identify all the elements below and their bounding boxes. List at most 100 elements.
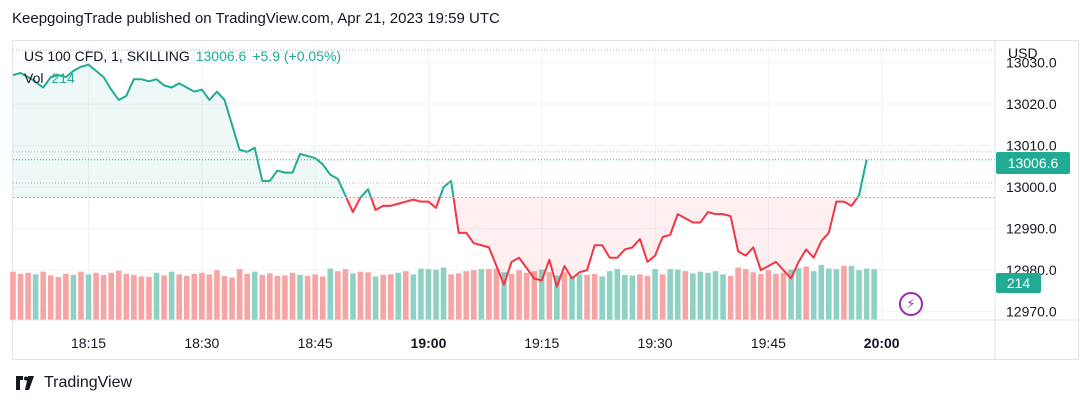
volume-bar (478, 269, 485, 320)
volume-label[interactable]: Vol (24, 70, 44, 86)
volume-bar (750, 272, 757, 320)
price-line-up (856, 159, 868, 199)
volume-bar (312, 274, 318, 320)
price-line-down (452, 196, 859, 288)
last-price: 13006.6 (195, 48, 247, 64)
volume-bar (637, 274, 643, 320)
area-above-baseline (439, 180, 454, 198)
volume-bar (267, 273, 273, 320)
volume-bar (85, 274, 92, 320)
price-line-up (438, 179, 455, 198)
volume-bar (100, 274, 107, 320)
volume-bar (387, 274, 394, 320)
volume-bar (523, 272, 530, 320)
volume-bar (199, 272, 205, 320)
volume-bar (40, 271, 47, 320)
price-line-down (370, 197, 441, 211)
area-below-baseline (346, 197, 361, 213)
x-tick-label: 19:00 (411, 335, 447, 351)
chart-frame[interactable] (12, 40, 1079, 360)
volume-bar (146, 276, 152, 320)
volume-bar (833, 269, 840, 320)
publisher-caption: KeepgoingTrade published on TradingView.… (12, 10, 500, 27)
volume-bar (674, 269, 681, 320)
volume-bar (17, 273, 24, 320)
volume-bar (871, 269, 877, 320)
volume-bar (236, 269, 243, 320)
y-tick-label: 13010.0 (1006, 138, 1057, 154)
volume-bar (221, 275, 228, 320)
volume-bar (10, 271, 16, 320)
price-change: +5.9 (+0.05%) (252, 48, 342, 64)
volume-bar (486, 269, 492, 320)
volume-bar (380, 274, 386, 320)
volume-bar (652, 269, 658, 320)
volume-bar (727, 275, 734, 320)
volume-bar (365, 272, 371, 320)
y-tick-label: 12970.0 (1006, 304, 1057, 320)
volume-bar (810, 271, 817, 320)
volume-bar (350, 273, 356, 320)
volume-bar (395, 272, 402, 320)
volume-bar (795, 268, 802, 320)
volume-bar (606, 271, 613, 320)
symbol-name[interactable]: US 100 CFD, 1, SKILLING (24, 48, 190, 64)
x-tick-label: 19:15 (524, 335, 559, 351)
volume-bar (304, 275, 311, 320)
x-tick-label: 19:30 (638, 335, 673, 351)
volume-bar (183, 275, 190, 320)
lightning-bolt-icon[interactable]: ⚡︎ (899, 292, 923, 316)
volume-bar (765, 270, 772, 320)
volume-bar (712, 271, 719, 320)
volume-bar (282, 275, 288, 320)
volume-bar (115, 270, 122, 320)
volume-bar (463, 271, 470, 320)
volume-bar (538, 269, 545, 320)
volume-bar (440, 267, 447, 320)
footer-brand[interactable]: TradingView (12, 374, 132, 392)
volume-bar (70, 274, 77, 320)
volume-bar (758, 273, 764, 320)
volume-bar (773, 273, 779, 320)
y-tick-label: 13000.0 (1006, 179, 1057, 195)
volume-bar (206, 274, 213, 320)
volume-bar (561, 272, 568, 320)
volume-bar (168, 271, 175, 320)
volume-bar (319, 276, 326, 320)
volume-bar (327, 268, 334, 320)
volume-bar (622, 274, 628, 320)
y-tick-label: 13030.0 (1006, 55, 1057, 71)
volume-bar (433, 269, 439, 320)
volume-bar (455, 273, 462, 320)
volume-bar (735, 267, 741, 320)
volume-bar (425, 269, 432, 320)
volume-bar (591, 273, 598, 320)
volume-bar (335, 271, 341, 320)
volume-bar (63, 273, 69, 320)
volume-bar (470, 270, 477, 320)
volume-bar (848, 265, 855, 320)
volume-bar (32, 274, 39, 320)
currency-label[interactable]: USD (1008, 45, 1038, 61)
volume-bar (78, 271, 84, 320)
volume-bar (516, 270, 522, 320)
volume-bar (55, 276, 62, 320)
volume-bar (584, 274, 590, 320)
volume-bar (554, 275, 560, 320)
volume-bar (176, 274, 182, 320)
volume-bar (705, 272, 711, 320)
volume-bar (289, 272, 296, 320)
volume-bar (410, 274, 417, 320)
area-below-baseline (453, 197, 858, 287)
volume-bar (131, 274, 137, 320)
volume-bar (856, 270, 862, 320)
volume-bar (153, 272, 160, 320)
price-line-up (359, 188, 372, 199)
area-below-baseline (371, 197, 440, 210)
volume-bar (191, 273, 198, 320)
volume-bar (251, 271, 258, 320)
volume-bar (25, 272, 31, 320)
volume-bar (599, 276, 605, 320)
volume-bar (659, 274, 666, 320)
